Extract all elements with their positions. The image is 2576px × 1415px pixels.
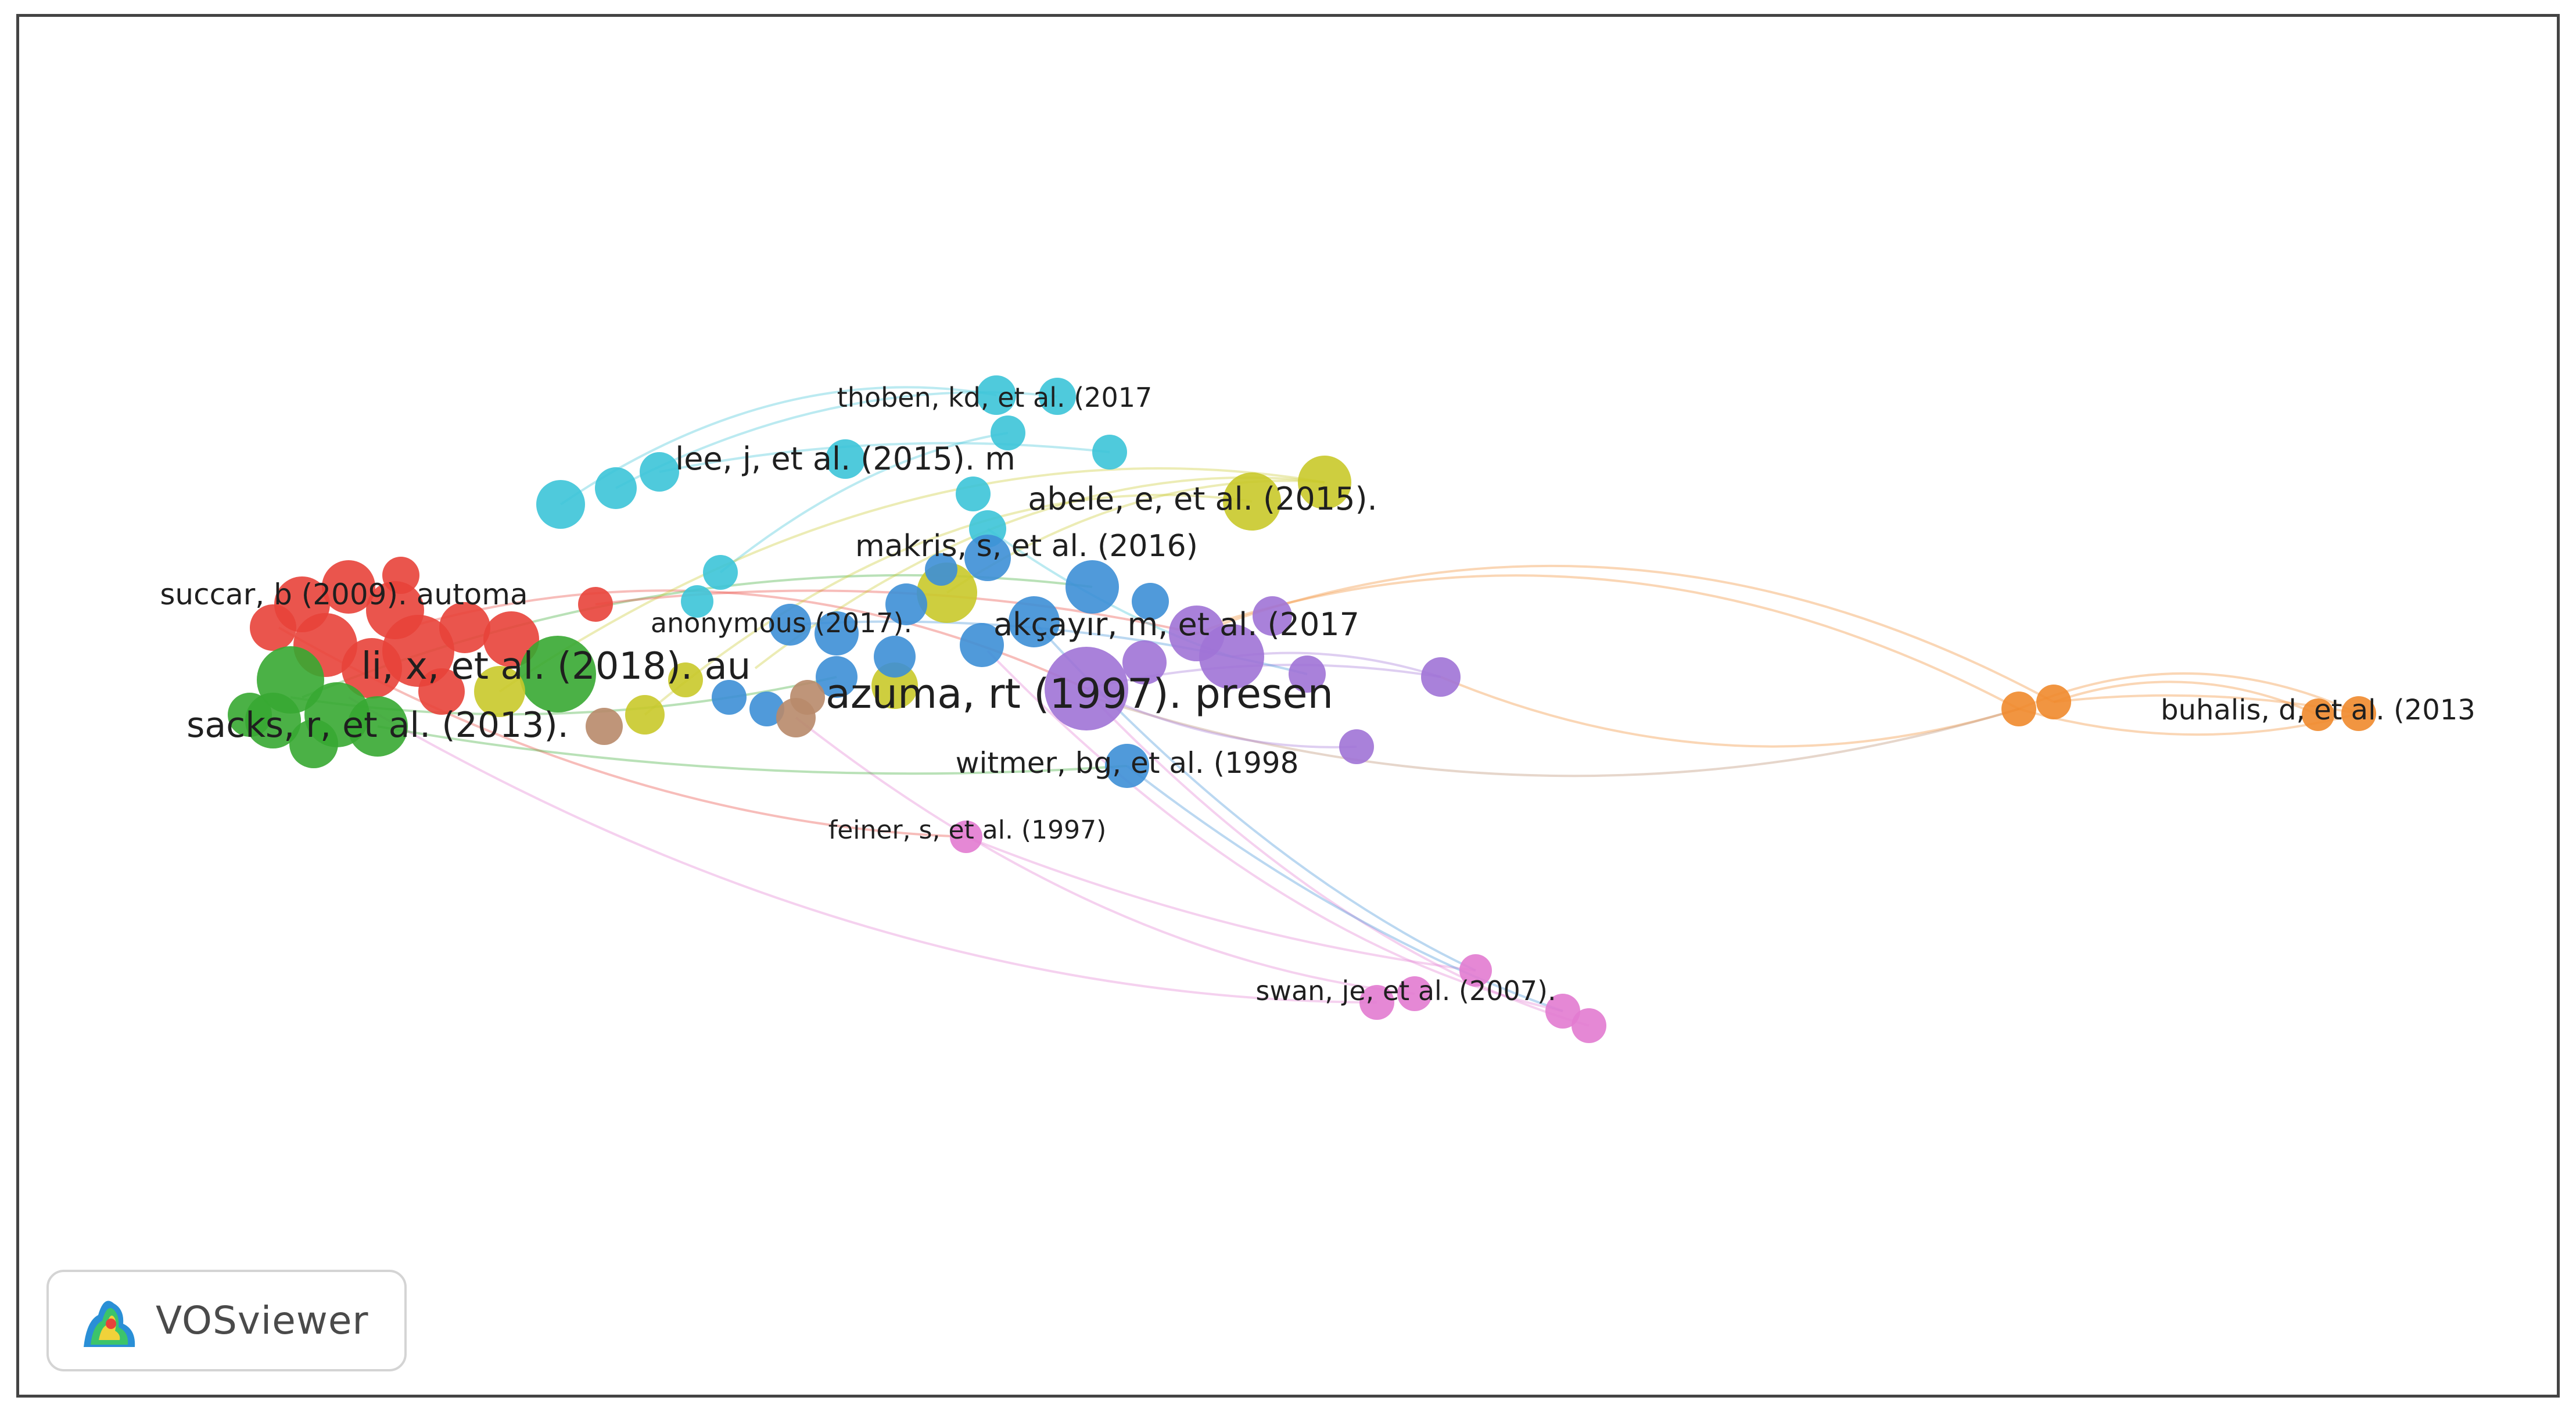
link-edge bbox=[1440, 676, 2019, 748]
network-node-pink[interactable] bbox=[1572, 1008, 1606, 1043]
label-buhalis[interactable]: buhalis, d, et al. (2013 bbox=[2161, 694, 2475, 726]
network-node-cyan[interactable] bbox=[956, 477, 991, 511]
network-node-pink[interactable] bbox=[950, 821, 982, 853]
network-node-blue[interactable] bbox=[815, 611, 859, 655]
network-node-blue[interactable] bbox=[1132, 583, 1169, 620]
network-node-cyan[interactable] bbox=[703, 555, 738, 590]
network-node-purple[interactable] bbox=[1339, 729, 1374, 764]
network-node-purple[interactable] bbox=[1199, 624, 1264, 689]
link-edge bbox=[659, 442, 1110, 473]
network-node-orange[interactable] bbox=[2302, 698, 2334, 731]
network-node-red[interactable] bbox=[439, 602, 490, 653]
network-node-blue[interactable] bbox=[964, 535, 1011, 581]
network-node-cyan[interactable] bbox=[991, 415, 1025, 450]
network-node-cyan[interactable] bbox=[977, 375, 1016, 415]
link-edge bbox=[719, 432, 1009, 574]
network-node-red[interactable] bbox=[342, 638, 402, 698]
network-node-red[interactable] bbox=[322, 560, 375, 614]
network-node-red[interactable] bbox=[382, 557, 419, 594]
link-edge bbox=[1092, 696, 2019, 778]
network-node-red[interactable] bbox=[418, 668, 465, 715]
link-edge bbox=[347, 696, 1377, 1004]
network-node-orange[interactable] bbox=[2341, 696, 2376, 731]
network-node-blue[interactable] bbox=[749, 692, 784, 726]
network-node-blue[interactable] bbox=[925, 553, 957, 586]
network-node-purple[interactable] bbox=[1122, 640, 1167, 685]
network-node-brown[interactable] bbox=[586, 708, 623, 745]
label-witmer[interactable]: witmer, bg, et al. (1998 bbox=[956, 746, 1299, 780]
label-makris[interactable]: makris, s, et al. (2016) bbox=[855, 529, 1198, 564]
label-anonymous[interactable]: anonymous (2017). bbox=[651, 607, 912, 639]
network-node-yellow[interactable] bbox=[625, 695, 665, 735]
network-node-purple[interactable] bbox=[1253, 596, 1292, 636]
network-node-cyan[interactable] bbox=[681, 585, 713, 618]
network-node-brown[interactable] bbox=[790, 680, 825, 715]
network-node-blue[interactable] bbox=[712, 680, 747, 715]
node-layer bbox=[228, 375, 2376, 1043]
link-edge bbox=[498, 467, 1325, 693]
vosviewer-logo-box: VOSviewer bbox=[46, 1270, 407, 1371]
network-node-cyan[interactable] bbox=[1092, 435, 1127, 470]
network-node-pink[interactable] bbox=[1359, 985, 1394, 1020]
link-edge bbox=[966, 836, 1476, 972]
link-edge bbox=[1219, 574, 2019, 710]
network-node-cyan[interactable] bbox=[595, 467, 637, 509]
network-node-green[interactable] bbox=[289, 719, 338, 768]
network-node-cyan[interactable] bbox=[1039, 378, 1076, 415]
network-node-blue[interactable] bbox=[1065, 560, 1119, 614]
network-node-purple[interactable] bbox=[1289, 655, 1326, 693]
network-node-blue[interactable] bbox=[960, 623, 1004, 667]
network-node-orange[interactable] bbox=[2036, 685, 2071, 719]
label-thoben[interactable]: thoben, kd, et al. (2017 bbox=[837, 382, 1153, 413]
label-layer: thoben, kd, et al. (2017 lee, j, et al. … bbox=[160, 382, 2475, 1006]
link-edge bbox=[986, 650, 1563, 1012]
label-abele[interactable]: abele, e, et al. (2015). bbox=[1028, 481, 1377, 517]
network-node-yellow[interactable] bbox=[474, 666, 525, 717]
link-edge bbox=[1126, 765, 1563, 1012]
label-akcayir[interactable]: akçayır, m, et al. (2017 bbox=[993, 606, 1359, 643]
network-node-blue[interactable] bbox=[769, 604, 811, 646]
network-node-blue[interactable] bbox=[1009, 596, 1060, 647]
network-node-blue[interactable] bbox=[816, 656, 858, 698]
label-azuma[interactable]: azuma, rt (1997). presen bbox=[826, 670, 1333, 718]
network-node-purple[interactable] bbox=[1045, 647, 1128, 730]
network-node-green[interactable] bbox=[228, 693, 272, 737]
link-edge bbox=[2053, 680, 2319, 716]
label-feiner[interactable]: feiner, s, et al. (1997) bbox=[828, 815, 1106, 845]
network-node-yellow[interactable] bbox=[668, 662, 703, 697]
network-node-orange[interactable] bbox=[2001, 692, 2036, 726]
network-node-blue[interactable] bbox=[874, 636, 916, 678]
network-node-yellow[interactable] bbox=[871, 662, 918, 709]
network-node-pink[interactable] bbox=[1459, 954, 1492, 987]
network-node-pink[interactable] bbox=[1397, 976, 1432, 1011]
link-edge bbox=[795, 717, 1415, 995]
label-succar[interactable]: succar, b (2009). automa bbox=[160, 578, 528, 611]
network-node-green[interactable] bbox=[347, 696, 408, 757]
network-node-yellow[interactable] bbox=[1298, 456, 1351, 509]
label-li[interactable]: li, x, et al. (2018). au bbox=[361, 645, 751, 688]
network-node-blue[interactable] bbox=[1105, 744, 1149, 788]
vosviewer-logo-text: VOSviewer bbox=[156, 1298, 369, 1343]
network-node-red[interactable] bbox=[250, 604, 296, 651]
label-swan[interactable]: swan, je, et al. (2007). bbox=[1255, 975, 1556, 1006]
link-edge bbox=[1196, 564, 2054, 703]
network-node-purple[interactable] bbox=[1421, 657, 1461, 697]
link-edge bbox=[1091, 696, 1590, 1027]
network-node-green[interactable] bbox=[519, 636, 596, 712]
network-node-cyan[interactable] bbox=[536, 480, 585, 529]
link-edge bbox=[644, 493, 1253, 716]
network-node-yellow[interactable] bbox=[1223, 472, 1281, 531]
vosviewer-density-icon bbox=[84, 1301, 135, 1347]
network-node-cyan[interactable] bbox=[640, 452, 679, 492]
link-edge bbox=[559, 386, 997, 506]
label-lee[interactable]: lee, j, et al. (2015). m bbox=[675, 440, 1016, 477]
network-node-red[interactable] bbox=[483, 611, 539, 667]
network-node-blue[interactable] bbox=[885, 583, 927, 625]
network-node-red[interactable] bbox=[578, 587, 613, 622]
network-node-pink[interactable] bbox=[1545, 994, 1580, 1029]
network-node-cyan[interactable] bbox=[826, 439, 865, 479]
link-edge bbox=[377, 725, 1128, 775]
label-sacks[interactable]: sacks, r, et al. (2013). bbox=[186, 705, 569, 746]
